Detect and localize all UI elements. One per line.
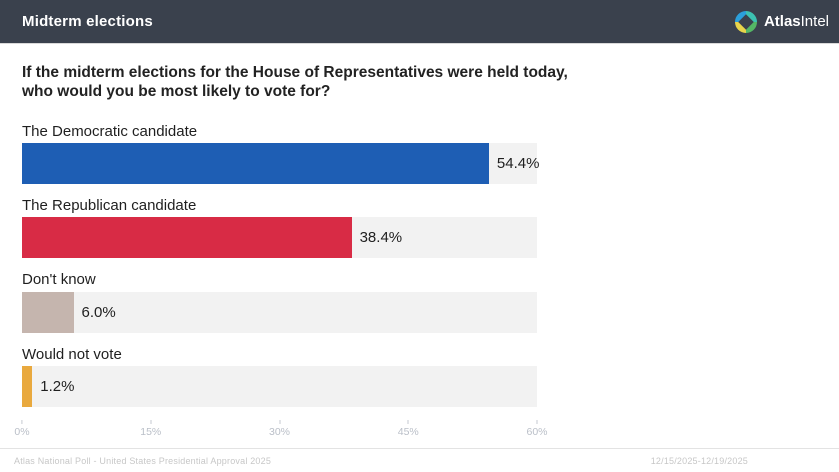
bar-fill[interactable]	[22, 143, 489, 185]
axis-tick-mark	[407, 419, 409, 424]
bar-chart: The Democratic candidate 54.4% The Republi…	[22, 122, 540, 407]
header-bar: Midterm elections AtlasIntel	[0, 0, 839, 44]
atlasintel-logo-icon	[734, 10, 757, 33]
axis-tick-mark	[21, 419, 23, 424]
main-content: If the midterm elections for the House o…	[0, 44, 839, 444]
axis-tick-label: 0%	[14, 425, 30, 438]
axis-tick: 0%	[14, 419, 30, 438]
bar-track: 38.4%	[22, 217, 537, 259]
bar-fill[interactable]	[22, 291, 74, 333]
axis-tick-mark	[278, 419, 280, 424]
axis-tick: 45%	[397, 419, 419, 438]
bar-row: Don't know 6.0%	[22, 271, 537, 333]
bar-track: 1.2%	[22, 365, 537, 407]
axis-tick: 15%	[140, 419, 162, 438]
footer-date-range: 12/15/2025-12/19/2025	[650, 455, 748, 466]
brand: AtlasIntel	[734, 10, 829, 33]
bar-row: The Republican candidate 38.4%	[22, 197, 537, 259]
brand-name-light: Intel	[800, 13, 829, 30]
bar-track: 6.0%	[22, 291, 537, 333]
axis-tick-label: 15%	[140, 425, 162, 438]
axis-tick: 30%	[268, 419, 291, 438]
bar-row: The Democratic candidate 54.4%	[22, 122, 540, 185]
axis-tick-label: 30%	[268, 425, 291, 438]
axis-tick-mark	[536, 419, 538, 424]
brand-name: AtlasIntel	[764, 13, 829, 30]
value-label: 54.4%	[496, 155, 540, 173]
bar-fill[interactable]	[22, 217, 352, 259]
category-label: Don't know	[22, 271, 96, 289]
bar-row: Would not vote 1.2%	[22, 346, 537, 407]
footer-bar: Atlas National Poll - United States Pres…	[0, 448, 839, 472]
value-label: 1.2%	[40, 377, 75, 395]
x-axis: 0% 15% 30% 45% 60%	[14, 419, 548, 444]
category-label: The Republican candidate	[22, 197, 197, 215]
footer-source: Atlas National Poll - United States Pres…	[14, 455, 272, 466]
brand-name-bold: Atlas	[763, 13, 801, 30]
bar-fill[interactable]	[22, 365, 33, 407]
value-label: 38.4%	[359, 229, 403, 247]
axis-tick-mark	[150, 419, 152, 424]
bar-track: 54.4%	[22, 143, 540, 185]
axis-tick-label: 45%	[397, 425, 419, 438]
category-label: Would not vote	[22, 345, 122, 363]
page-title: Midterm elections	[22, 13, 153, 30]
value-label: 6.0%	[81, 303, 116, 321]
chart-question: If the midterm elections for the House o…	[22, 64, 568, 100]
axis-tick-label: 60%	[526, 425, 548, 438]
category-label: The Democratic candidate	[22, 122, 198, 140]
axis-tick: 60%	[526, 419, 548, 438]
